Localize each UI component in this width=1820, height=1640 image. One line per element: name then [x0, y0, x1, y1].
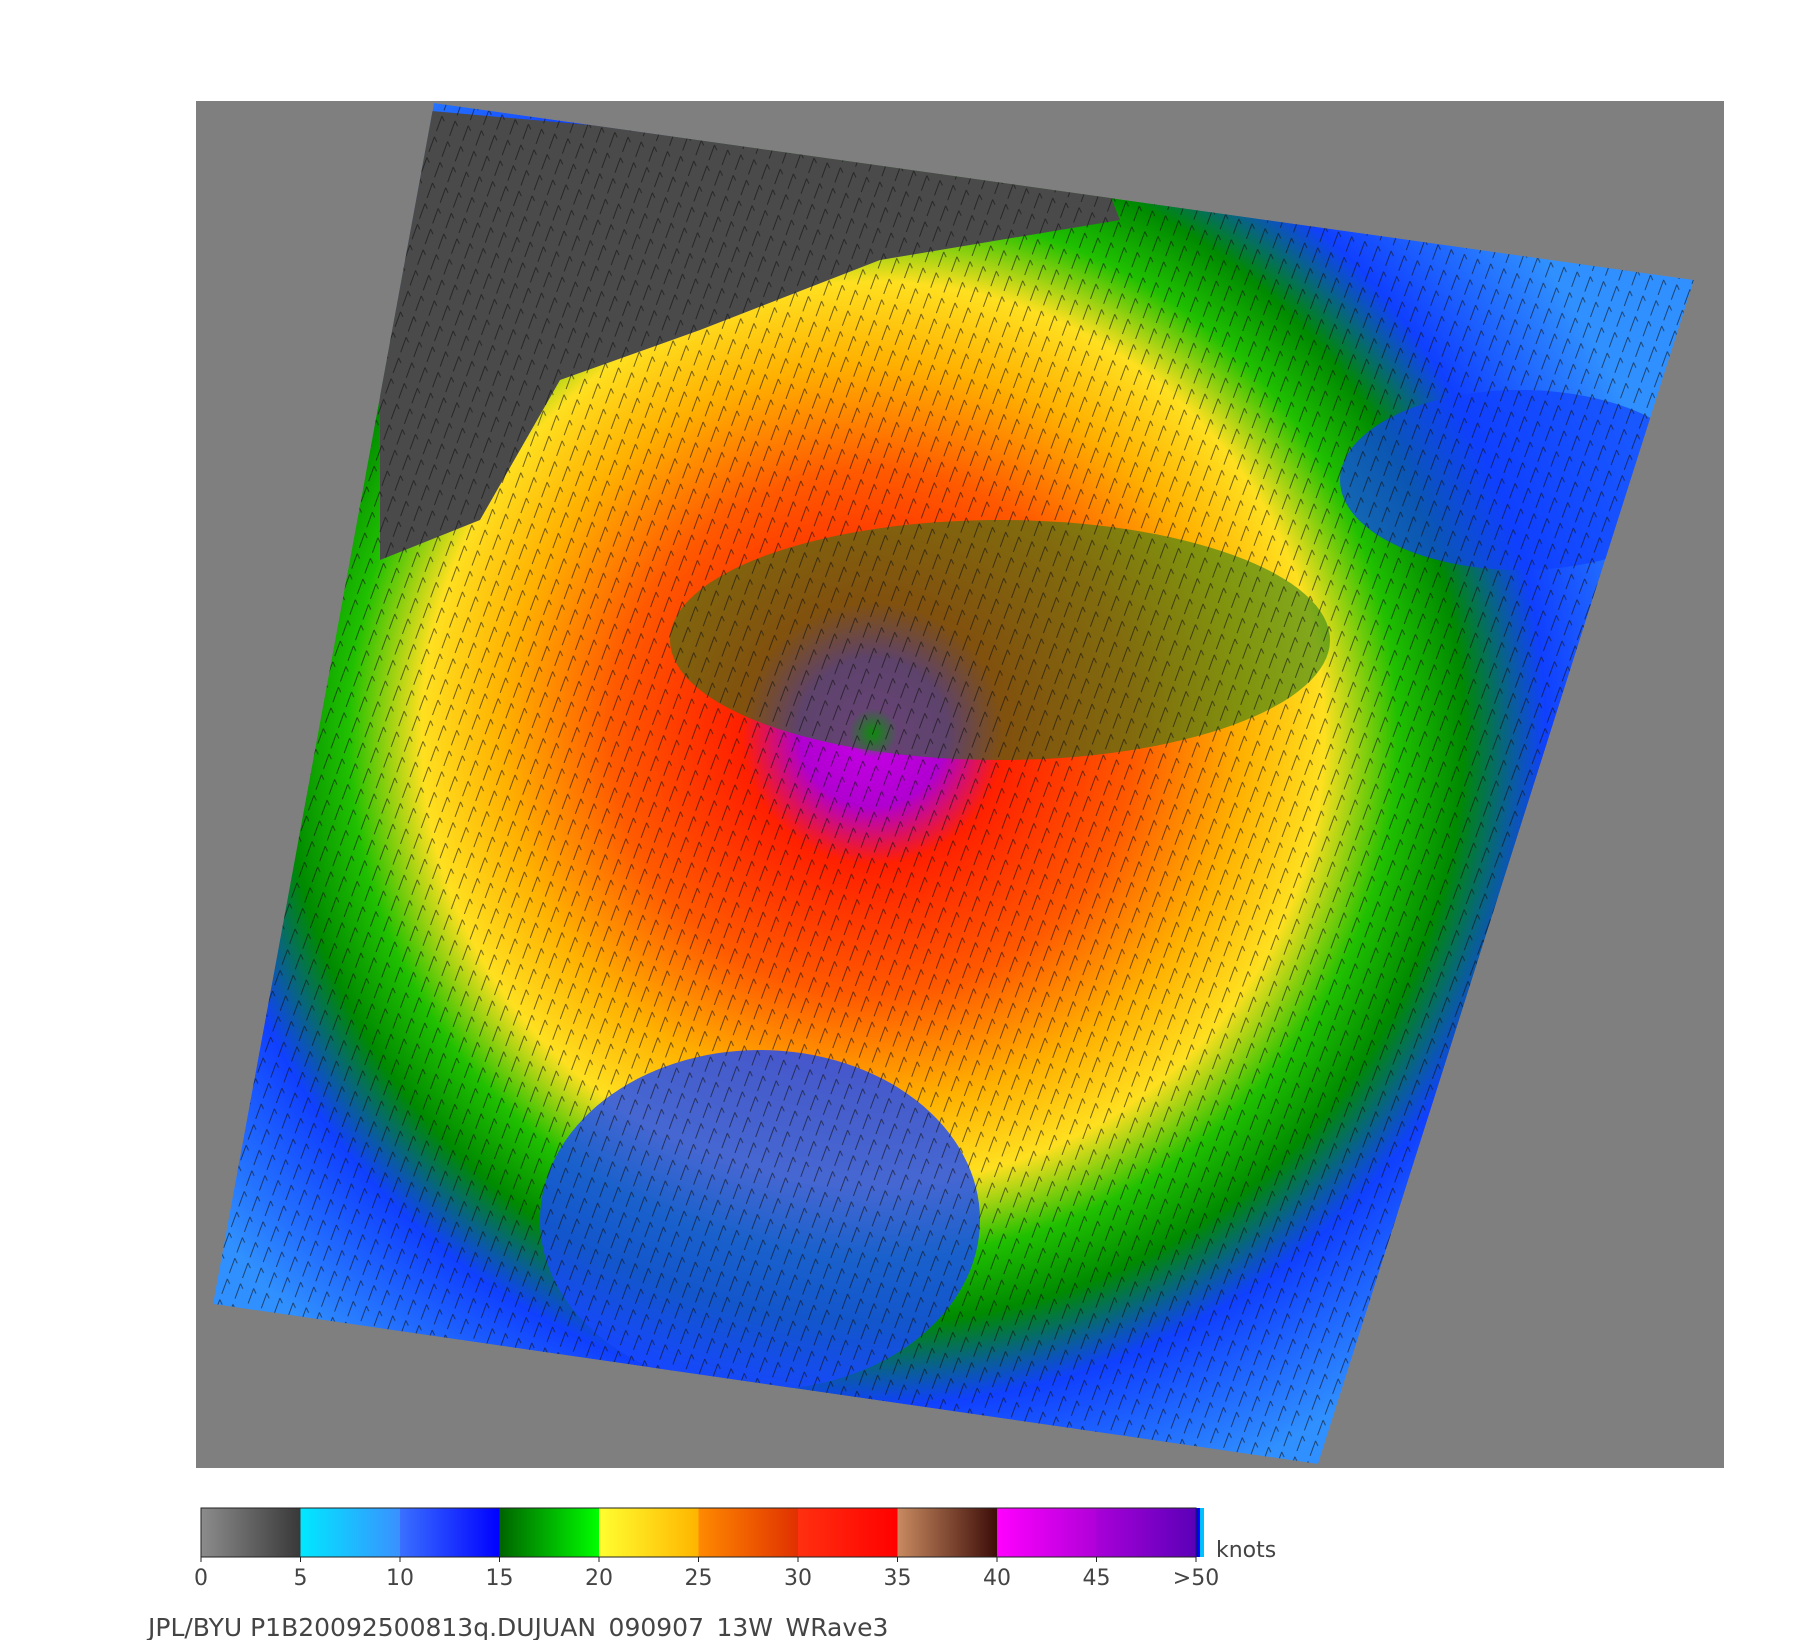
colorbar-band	[300, 1508, 401, 1557]
colorbar-band	[798, 1508, 898, 1557]
colorbar-tick-label: 5	[294, 1566, 308, 1591]
colorbar-band	[599, 1508, 699, 1557]
colorbar-tick-label: 20	[585, 1566, 613, 1591]
colorbar-tick-label: 45	[1083, 1566, 1111, 1591]
colorbar-overflow	[1196, 1508, 1200, 1557]
colorbar-tick-label: 35	[884, 1566, 912, 1591]
colorbar-band	[201, 1508, 301, 1557]
colorbar-tick-label: 30	[784, 1566, 812, 1591]
colorbar-band	[997, 1508, 1097, 1557]
colorbar-band	[698, 1508, 799, 1557]
colorbar-band	[1096, 1508, 1197, 1557]
colorbar-band	[897, 1508, 998, 1557]
wind-swath	[213, 103, 1694, 1464]
colorbar-band	[400, 1508, 500, 1557]
footer: JPL/BYU P1B20092500813q.DUJUAN_090907_13…	[146, 1613, 888, 1640]
colorbar-tick-label: 40	[983, 1566, 1011, 1591]
colorbar-overflow	[1200, 1508, 1204, 1557]
colorbar-tick-label: 25	[685, 1566, 713, 1591]
colorbar-tick-label: 15	[486, 1566, 514, 1591]
colorbar-band	[499, 1508, 600, 1557]
colorbar-tick-label: 0	[194, 1566, 208, 1591]
colorbar-tick-label: >50	[1173, 1566, 1219, 1591]
colorbar-tick-label: 10	[386, 1566, 414, 1591]
wind-barbs	[213, 103, 1694, 1464]
colorbar-unit: knots	[1216, 1538, 1276, 1563]
colorbar: 0 5 10 15 20 25 30 35 40 45 >50	[194, 1507, 1219, 1591]
